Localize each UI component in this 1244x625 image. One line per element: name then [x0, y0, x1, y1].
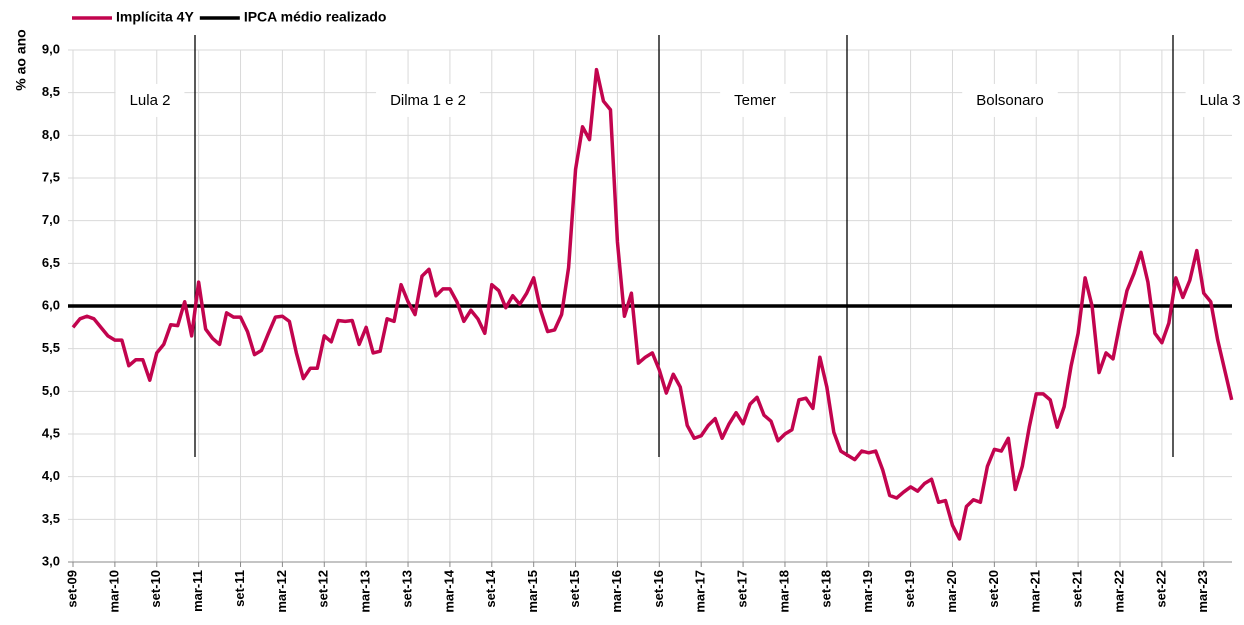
annotation-box	[115, 83, 185, 117]
x-tick-label: set-09	[64, 570, 79, 608]
y-tick-label: 8,0	[42, 127, 60, 142]
y-axis-title: % ao ano	[13, 29, 29, 90]
annotation-box	[376, 83, 480, 117]
legend-label: IPCA médio realizado	[244, 9, 387, 25]
x-tick-label: set-21	[1070, 570, 1085, 608]
legend-label: Implícita 4Y	[116, 9, 194, 25]
x-tick-label: mar-20	[944, 570, 959, 613]
x-tick-label: set-18	[818, 570, 833, 608]
y-tick-label: 3,5	[42, 511, 60, 526]
annotation-label: Lula 2	[130, 92, 171, 109]
y-tick-label: 3,0	[42, 553, 60, 568]
x-tick-label: mar-15	[525, 570, 540, 613]
y-tick-label: 5,5	[42, 340, 60, 355]
x-tick-label: mar-11	[190, 570, 205, 612]
x-tick-label: set-15	[567, 570, 582, 608]
annotation-label: Bolsonaro	[976, 92, 1044, 109]
y-tick-label: 6,0	[42, 297, 60, 312]
data-line	[71, 67, 1234, 541]
x-tick-label: mar-23	[1195, 570, 1210, 613]
x-tick-label: mar-16	[609, 570, 624, 613]
annotation-box	[1185, 83, 1244, 117]
annotation: Lula 2	[115, 83, 185, 117]
x-tick-label: mar-18	[776, 570, 791, 613]
x-tick-label: mar-12	[274, 570, 289, 613]
x-tick-label: mar-19	[860, 570, 875, 613]
y-tick-label: 9,0	[42, 41, 60, 56]
annotation: Bolsonaro	[962, 83, 1058, 117]
x-tick-label: set-22	[1153, 570, 1168, 608]
x-tick-label: set-13	[399, 570, 414, 608]
y-tick-label: 7,0	[42, 212, 60, 227]
x-tick-label: set-12	[316, 570, 331, 608]
y-tick-label: 4,5	[42, 425, 60, 440]
annotation-label: Dilma 1 e 2	[390, 92, 466, 109]
annotation-label: Temer	[734, 92, 776, 109]
x-tick-label: set-14	[483, 569, 498, 607]
y-tick-label: 8,5	[42, 84, 60, 99]
x-tick-label: set-11	[232, 570, 247, 607]
x-tick-label: set-10	[148, 570, 163, 608]
y-tick-label: 7,5	[42, 169, 60, 184]
x-tick-label: set-17	[735, 570, 750, 608]
x-tick-label: mar-10	[106, 570, 121, 613]
x-tick-label: set-19	[902, 570, 917, 608]
x-tick-label: mar-22	[1111, 570, 1126, 613]
annotation-box	[720, 83, 790, 117]
x-tick-label: mar-14	[441, 569, 456, 612]
y-tick-label: 6,5	[42, 255, 60, 270]
y-tick-label: 4,0	[42, 468, 60, 483]
annotation-box	[962, 83, 1058, 117]
annotation: Temer	[720, 83, 790, 117]
x-tick-label: set-20	[986, 570, 1001, 608]
x-tick-label: mar-13	[358, 570, 373, 613]
annotation: Dilma 1 e 2	[376, 83, 480, 117]
x-tick-label: set-16	[651, 570, 666, 608]
x-tick-label: mar-21	[1028, 570, 1043, 613]
annotation: Lula 3	[1185, 83, 1244, 117]
y-tick-label: 5,0	[42, 383, 60, 398]
x-tick-label: mar-17	[693, 570, 708, 613]
annotation-label: Lula 3	[1200, 92, 1241, 109]
